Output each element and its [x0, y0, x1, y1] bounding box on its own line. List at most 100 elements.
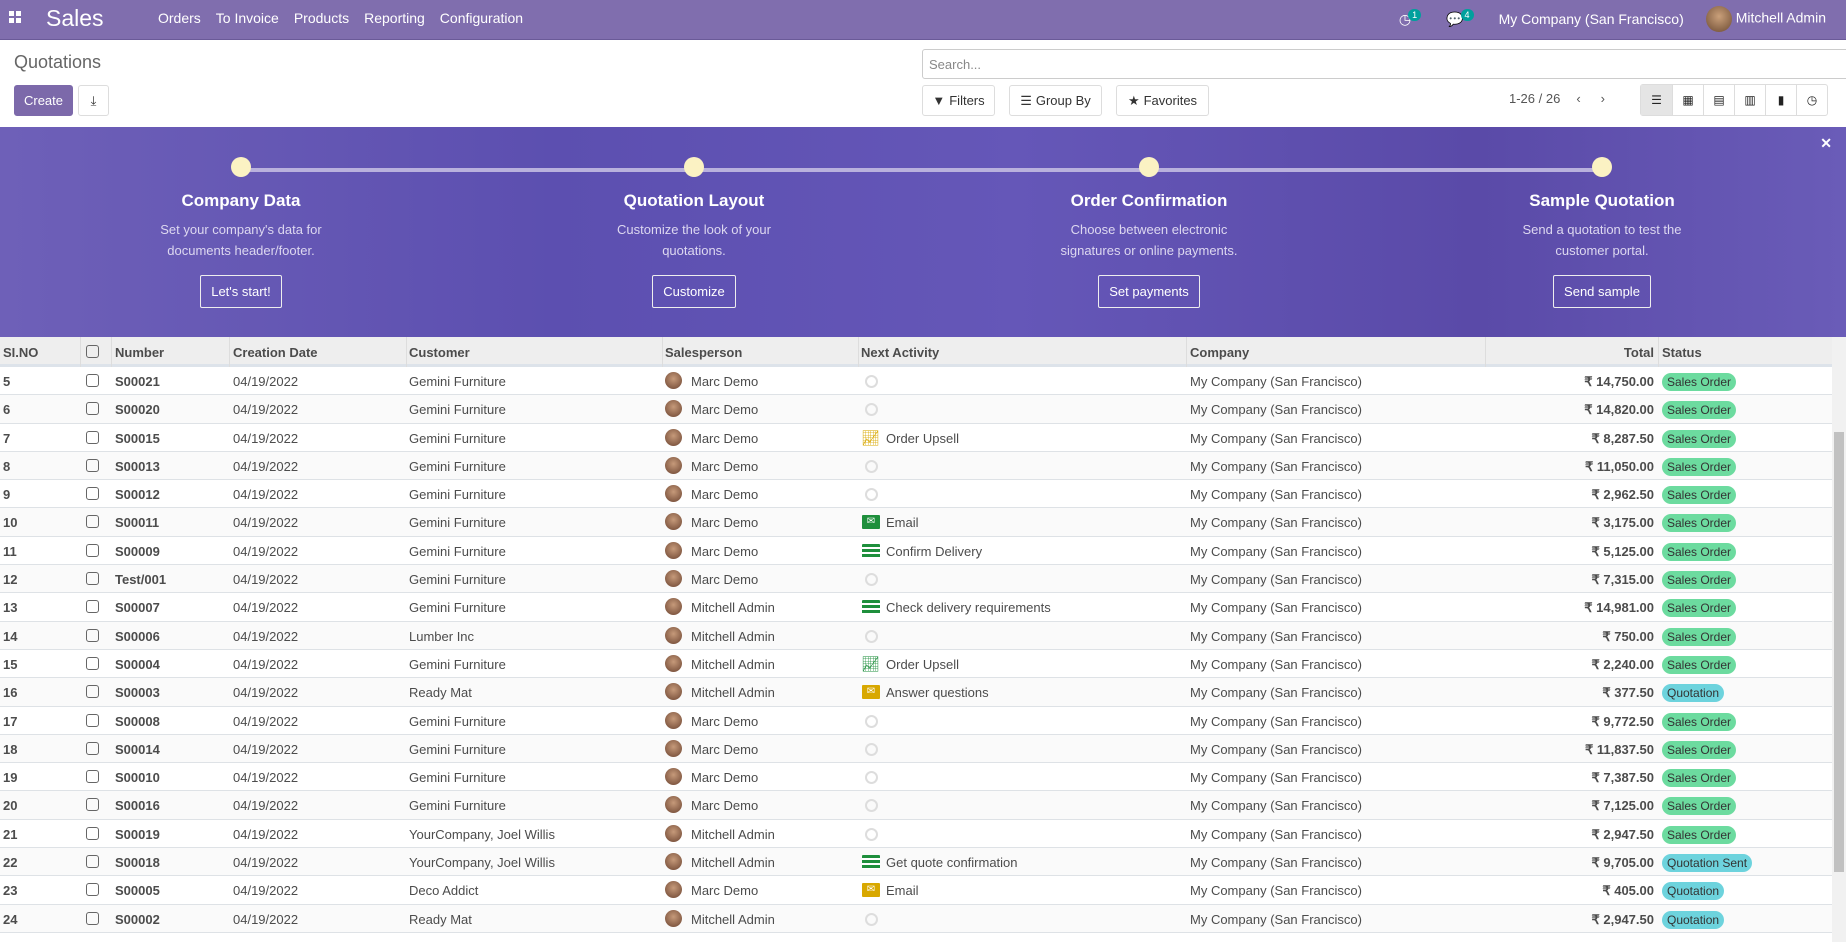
col-next-activity[interactable]: Next Activity [861, 345, 940, 360]
create-button[interactable]: Create [14, 85, 73, 116]
user-menu[interactable]: Mitchell Admin [1705, 6, 1826, 32]
table-row[interactable]: 13 S00007 04/19/2022 Gemini Furniture Mitche… [0, 593, 1832, 622]
row-checkbox[interactable] [86, 600, 99, 614]
apps-menu-icon[interactable] [9, 11, 21, 23]
row-checkbox[interactable] [86, 628, 99, 642]
clock-icon[interactable] [865, 827, 878, 841]
lets-start-button[interactable]: Let's start! [200, 275, 282, 308]
table-row[interactable]: 14 S00006 04/19/2022 Lumber Inc Mitchell Adm… [0, 621, 1832, 650]
row-checkbox[interactable] [86, 911, 99, 925]
company-switcher[interactable]: My Company (San Francisco) [1498, 11, 1684, 27]
messages-button[interactable]: 💬4 [1446, 8, 1476, 28]
row-checkbox[interactable] [86, 826, 99, 840]
clock-icon[interactable] [865, 912, 878, 926]
scrollbar[interactable] [1832, 337, 1846, 942]
row-checkbox[interactable] [86, 402, 99, 416]
list-view-icon[interactable]: ☰ [1641, 85, 1672, 115]
row-checkbox[interactable] [86, 543, 99, 557]
clock-icon[interactable] [865, 799, 878, 813]
table-row[interactable]: 9 S00012 04/19/2022 Gemini Furniture Marc De… [0, 480, 1832, 509]
menu-orders[interactable]: Orders [158, 10, 201, 26]
graph-view-icon[interactable]: ▮ [1765, 85, 1796, 115]
envelope-icon[interactable]: ✉ [862, 685, 880, 700]
menu-to-invoice[interactable]: To Invoice [215, 10, 279, 26]
row-checkbox[interactable] [86, 685, 99, 699]
row-checkbox[interactable] [86, 713, 99, 727]
envelope-icon[interactable]: ✉ [862, 883, 880, 898]
clock-icon[interactable] [865, 573, 878, 587]
row-checkbox[interactable] [86, 656, 99, 670]
set-payments-button[interactable]: Set payments [1098, 275, 1200, 308]
clock-icon[interactable] [865, 629, 878, 643]
clock-icon[interactable] [865, 714, 878, 728]
clock-icon[interactable] [865, 459, 878, 473]
table-row[interactable]: 10 S00011 04/19/2022 Gemini Furniture Marc D… [0, 508, 1832, 537]
clock-icon[interactable] [865, 771, 878, 785]
table-row[interactable]: 18 S00014 04/19/2022 Gemini Furniture Marc D… [0, 734, 1832, 764]
row-checkbox[interactable] [86, 798, 99, 812]
tasks-icon[interactable] [862, 855, 880, 870]
customize-button[interactable]: Customize [652, 275, 736, 308]
col-number[interactable]: Number [115, 345, 165, 360]
col-salesperson[interactable]: Salesperson [665, 345, 743, 360]
row-checkbox[interactable] [86, 855, 99, 869]
pivot-view-icon[interactable]: ▥ [1734, 85, 1765, 115]
row-checkbox[interactable] [86, 770, 99, 784]
chart-line-icon[interactable]: 📈︎ [861, 655, 881, 673]
table-row[interactable]: 20 S00016 04/19/2022 Gemini Furniture Marc D… [0, 791, 1832, 820]
menu-products[interactable]: Products [293, 10, 350, 26]
close-icon[interactable]: ✕ [1820, 135, 1832, 151]
clock-icon[interactable] [865, 375, 878, 388]
col-creation-date[interactable]: Creation Date [233, 345, 318, 360]
activity-view-icon[interactable]: ◷ [1796, 85, 1827, 115]
search-input[interactable]: Search...⚲ [922, 49, 1846, 79]
pager-value[interactable]: 1-26 / 26 [1509, 91, 1561, 106]
table-row[interactable]: 17 S00008 04/19/2022 Gemini Furniture Marc D… [0, 707, 1832, 735]
table-row[interactable]: 24 S00002 04/19/2022 Ready Mat Mitchell Admi… [0, 904, 1832, 933]
table-row[interactable]: 8 S00013 04/19/2022 Gemini Furniture Marc De… [0, 451, 1832, 481]
menu-reporting[interactable]: Reporting [364, 10, 425, 26]
tasks-icon[interactable] [862, 600, 880, 615]
col-total[interactable]: Total [1623, 345, 1654, 360]
row-checkbox[interactable] [86, 883, 99, 897]
pager-next-icon[interactable]: › [1600, 91, 1606, 106]
table-row[interactable]: 16 S00003 04/19/2022 Ready Mat Mitchell Admi… [0, 678, 1832, 707]
table-row[interactable]: 11 S00009 04/19/2022 Gemini Furniture Marc D… [0, 537, 1832, 566]
row-checkbox[interactable] [86, 741, 99, 755]
pager-prev-icon[interactable]: ‹ [1576, 91, 1581, 106]
table-row[interactable]: 6 S00020 04/19/2022 Gemini Furniture Marc De… [0, 395, 1832, 424]
row-checkbox[interactable] [86, 487, 99, 501]
col-company[interactable]: Company [1190, 345, 1250, 360]
scrollbar-thumb[interactable] [1834, 432, 1844, 872]
table-row[interactable]: 21 S00019 04/19/2022 YourCompany, Joel Will… [0, 820, 1832, 849]
select-all-checkbox[interactable] [86, 345, 99, 358]
row-checkbox[interactable] [86, 515, 99, 529]
clock-icon[interactable] [865, 403, 878, 417]
table-row[interactable]: 7 S00015 04/19/2022 Gemini Furniture Marc De… [0, 424, 1832, 452]
row-checkbox[interactable] [86, 374, 99, 387]
activities-button[interactable]: ◷1 [1399, 8, 1424, 28]
clock-icon[interactable] [865, 742, 878, 756]
kanban-view-icon[interactable]: ▦ [1672, 85, 1703, 115]
col-status[interactable]: Status [1662, 345, 1702, 360]
table-row[interactable]: 19 S00010 04/19/2022 Gemini Furniture Marc D… [0, 763, 1832, 792]
app-name[interactable]: Sales [46, 5, 104, 31]
table-row[interactable]: 15 S00004 04/19/2022 Gemini Furniture Mitche… [0, 650, 1832, 679]
tasks-icon[interactable] [862, 543, 880, 558]
table-row[interactable]: 22 S00018 04/19/2022 YourCompany, Joel Will… [0, 848, 1832, 877]
send-sample-button[interactable]: Send sample [1553, 275, 1651, 308]
chart-line-icon[interactable]: 📈︎ [861, 429, 881, 447]
table-row[interactable]: 23 S00005 04/19/2022 Deco Addict Marc Demo ✉ E… [0, 876, 1832, 905]
col-customer[interactable]: Customer [409, 345, 470, 360]
row-checkbox[interactable] [86, 458, 99, 472]
row-checkbox[interactable] [86, 430, 99, 444]
download-button[interactable]: ⤓ [78, 85, 109, 116]
col-slno[interactable]: SI.NO [3, 345, 39, 360]
filters-button[interactable]: ▼ Filters [922, 85, 995, 116]
table-row[interactable]: 12 Test/001 04/19/2022 Gemini Furniture Marc… [0, 565, 1832, 594]
envelope-icon[interactable]: ✉ [862, 515, 880, 530]
row-checkbox[interactable] [86, 572, 99, 586]
group-by-button[interactable]: ☰ Group By [1009, 85, 1102, 116]
table-row[interactable]: 5 S00021 04/19/2022 Gemini Furniture Marc De… [0, 367, 1832, 396]
calendar-view-icon[interactable]: ▤ [1703, 85, 1734, 115]
